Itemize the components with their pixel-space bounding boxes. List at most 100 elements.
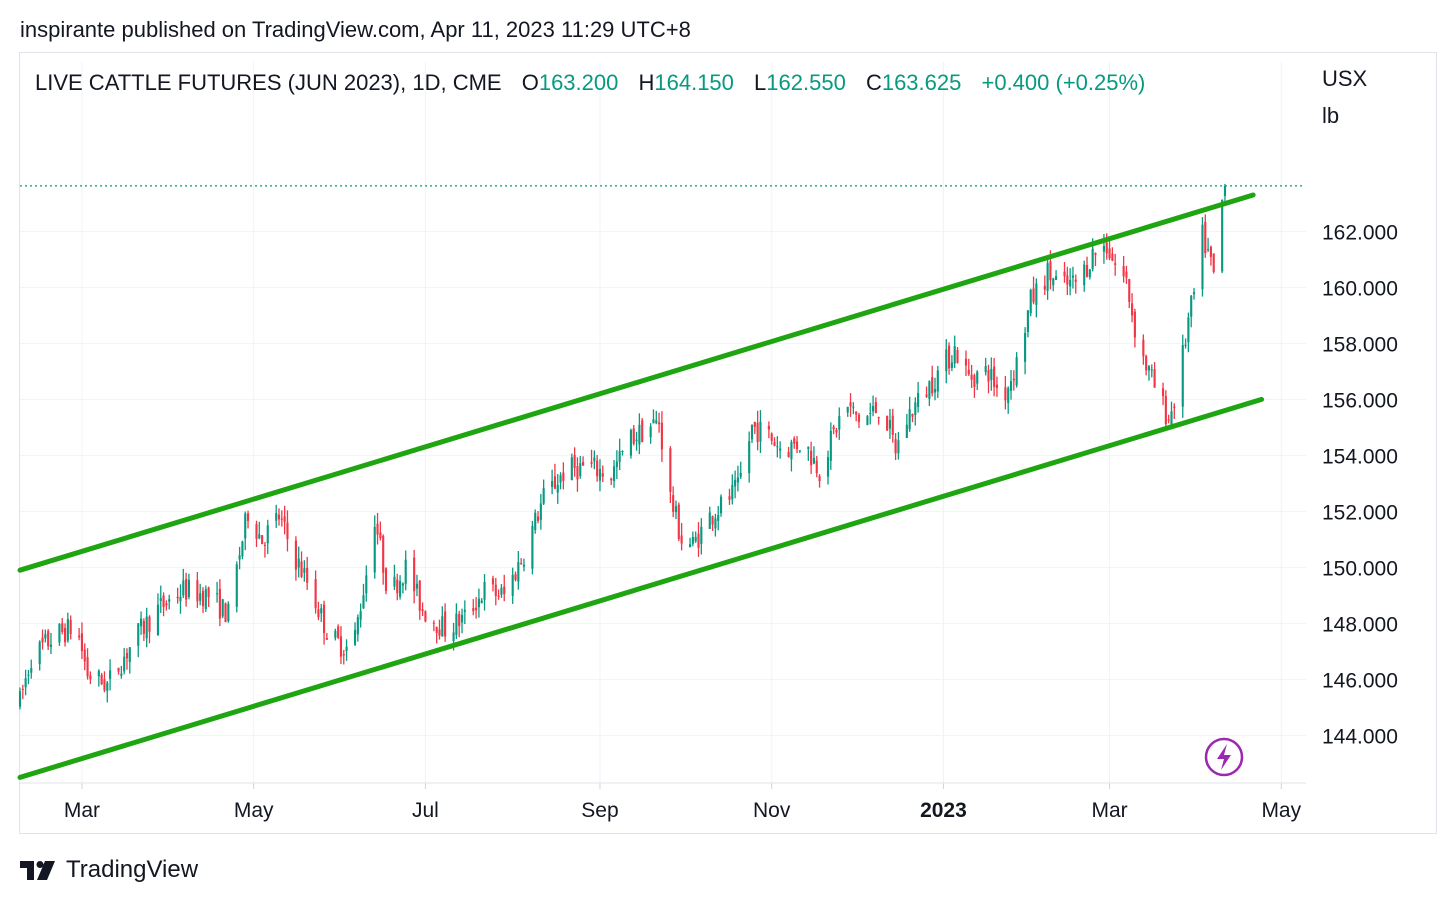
y-tick-label: 162.000	[1322, 221, 1398, 244]
candle-body	[435, 626, 438, 633]
x-tick-label: May	[234, 799, 274, 822]
candle-body	[677, 504, 680, 539]
candle-body	[691, 536, 694, 544]
candle-body	[472, 608, 475, 612]
candle-body	[89, 675, 92, 680]
candle-body	[815, 460, 818, 474]
candle-body	[612, 466, 616, 481]
candle	[652, 409, 655, 424]
candle-body	[570, 457, 573, 481]
candle	[320, 604, 323, 622]
candle-body	[886, 415, 889, 431]
candle-body	[660, 422, 663, 450]
candle-body	[176, 596, 179, 599]
candle	[179, 584, 182, 614]
candle-body	[522, 564, 526, 567]
candle-body	[970, 374, 973, 380]
candle-body	[1024, 332, 1027, 362]
candle-body	[1207, 249, 1210, 251]
candle-body	[246, 513, 250, 521]
candle	[1204, 214, 1207, 258]
candle-body	[866, 416, 869, 425]
candle-body	[401, 583, 404, 586]
candle	[182, 568, 185, 598]
candle-body	[520, 563, 523, 565]
candle	[1074, 274, 1077, 294]
candle	[728, 488, 731, 505]
candle-body	[871, 406, 875, 412]
candle	[339, 626, 343, 665]
candle-body	[933, 389, 937, 393]
candle	[218, 579, 221, 627]
candle	[660, 411, 663, 462]
y-tick-label: 154.000	[1322, 445, 1398, 468]
candle	[97, 669, 100, 687]
candle-body	[897, 440, 900, 454]
candle	[404, 550, 407, 591]
candle	[176, 587, 179, 604]
candle	[472, 599, 475, 616]
candle-body	[255, 524, 258, 539]
candle	[1164, 390, 1167, 430]
candle	[793, 436, 796, 449]
candle-body	[615, 461, 618, 468]
lightning-badge[interactable]	[1204, 737, 1244, 777]
candle	[539, 493, 542, 530]
candle	[790, 439, 793, 472]
y-axis-ticks[interactable]: 144.000 146.000 148.000 150.000 152.000 154.0…	[1322, 221, 1398, 748]
candle	[838, 407, 841, 440]
candle	[818, 474, 821, 488]
candle	[1066, 266, 1069, 296]
candle-body	[21, 688, 24, 690]
candle	[413, 549, 416, 604]
candle	[365, 565, 368, 602]
footer[interactable]: TradingView	[20, 856, 198, 884]
candle	[835, 427, 838, 438]
x-tick-label: Jul	[412, 799, 439, 822]
candle	[815, 455, 818, 478]
candle	[658, 412, 661, 433]
candle	[322, 600, 326, 645]
candle-body	[399, 581, 402, 597]
candle	[649, 423, 652, 444]
candle-body	[1043, 285, 1046, 290]
channel-line-lower	[17, 396, 1265, 780]
x-axis-ticks[interactable]: Mar May Jul Sep Nov 2023 Mar May	[64, 799, 1302, 822]
candle-body	[652, 419, 655, 424]
candle	[967, 358, 970, 376]
footer-brand: TradingView	[66, 856, 199, 883]
candle	[18, 687, 22, 710]
candle	[911, 413, 914, 423]
candle	[1007, 386, 1010, 414]
candle	[511, 567, 514, 604]
candle	[964, 350, 968, 377]
candle-body	[38, 641, 41, 665]
candle	[970, 364, 973, 388]
candle	[990, 357, 993, 391]
candle	[635, 431, 638, 451]
legend-close-label: C	[865, 70, 882, 95]
candle-body	[731, 485, 734, 500]
candle-body	[719, 496, 723, 514]
candle-body	[337, 626, 340, 638]
candle	[86, 648, 89, 680]
candle	[356, 614, 359, 642]
candle-body	[534, 512, 537, 530]
candle-body	[536, 516, 540, 521]
candle-body	[393, 576, 396, 587]
candle-body	[266, 525, 269, 544]
candle	[582, 456, 585, 466]
candle-body	[475, 607, 478, 611]
candle-body	[224, 603, 227, 623]
legend-close: 163.625	[881, 70, 962, 95]
candle-body	[320, 608, 323, 614]
candle	[379, 521, 382, 541]
candle	[928, 380, 931, 406]
candle-body	[185, 578, 188, 600]
candle	[306, 556, 309, 590]
candle-body	[697, 533, 700, 548]
lightning-icon[interactable]	[1204, 737, 1244, 777]
candle-body	[61, 623, 64, 632]
candle-body	[480, 600, 483, 604]
